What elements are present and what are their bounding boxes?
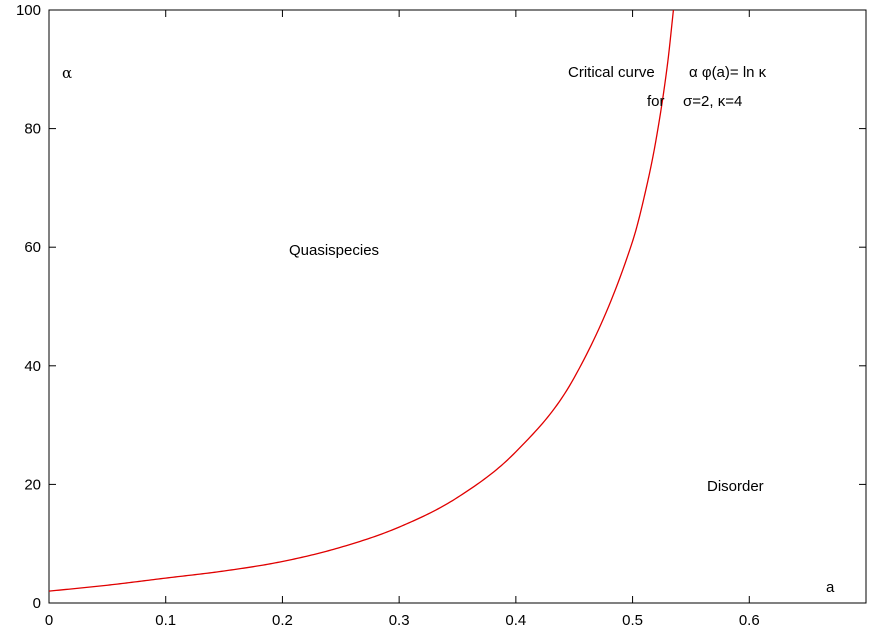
x-tick-label: 0	[45, 612, 53, 629]
curve-params-label: σ=2, κ=4	[683, 93, 742, 110]
x-tick-label: 0.4	[505, 612, 526, 629]
x-tick-label: 0.1	[155, 612, 176, 629]
plot-frame	[48, 9, 867, 604]
x-tick-label: 0.6	[739, 612, 760, 629]
x-tick-label: 0.3	[389, 612, 410, 629]
y-tick-label: 80	[24, 121, 41, 138]
curve-for-label: for	[647, 93, 665, 110]
axis-tick-labels: 0 0.1 0.2 0.3 0.4 0.5 0.6 0 20 40 60 80 100	[16, 2, 760, 629]
y-tick-label: 0	[33, 595, 41, 612]
y-tick-label: 100	[16, 2, 41, 19]
y-tick-label: 60	[24, 239, 41, 256]
x-axis-label: a	[826, 579, 835, 596]
curve-title-label: Critical curve	[568, 64, 655, 81]
y-tick-label: 20	[24, 476, 41, 493]
x-tick-label: 0.5	[622, 612, 643, 629]
region-label-quasispecies: Quasispecies	[289, 242, 379, 259]
axis-ticks	[48, 9, 866, 604]
curve-equation-label: α φ(a)= ln κ	[689, 64, 767, 81]
critical-curve-line	[48, 9, 675, 592]
y-tick-label: 40	[24, 358, 41, 375]
y-axis-label: α	[62, 64, 72, 82]
region-label-disorder: Disorder	[707, 478, 764, 495]
x-tick-label: 0.2	[272, 612, 293, 629]
